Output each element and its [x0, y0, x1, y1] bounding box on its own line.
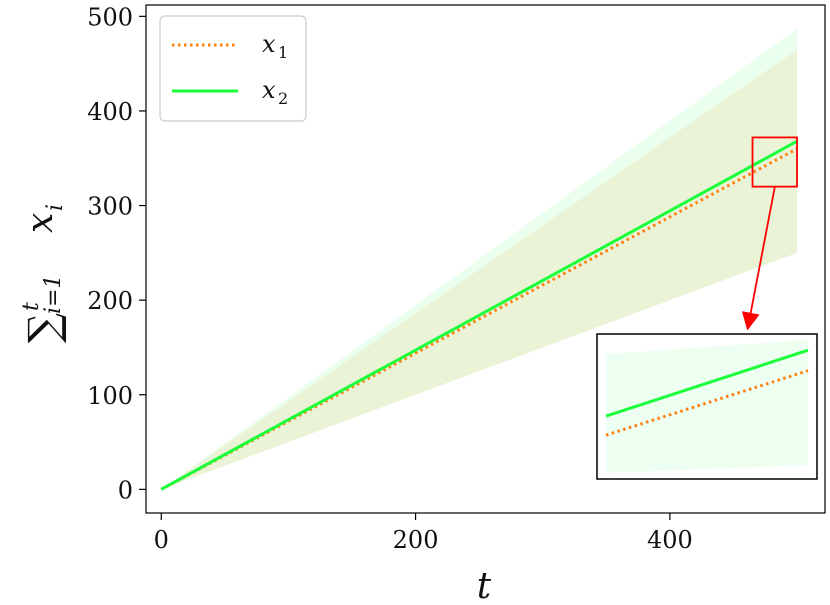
y-axis-label-upper: t [19, 302, 44, 311]
legend-label-x1-sub: 1 [278, 43, 288, 62]
y-axis-label-lower: i=1 [41, 275, 66, 314]
legend: x 1 x 2 [159, 15, 307, 122]
y-tick-label: 200 [87, 287, 133, 315]
legend-label-x2: x [262, 76, 276, 104]
inset-plot [605, 340, 809, 473]
y-tick-label: 300 [87, 193, 133, 221]
inset-frame [596, 333, 818, 480]
inset-line-series-2 [605, 348, 809, 418]
band-series-2 [161, 28, 798, 490]
y-tick-label: 100 [87, 382, 133, 410]
y-tick-label: 500 [87, 3, 133, 31]
band-series-1 [161, 49, 798, 490]
y-axis-label-var-sub: i [43, 204, 68, 211]
line-series-2 [160, 139, 798, 491]
zoom-arrow [741, 185, 776, 331]
y-axis-label-var: x [20, 213, 61, 233]
legend-label-x1: x [262, 30, 276, 58]
y-tick-label: 0 [118, 476, 133, 504]
confidence-bands [161, 28, 798, 490]
legend-label-x2-sub: 2 [278, 89, 288, 108]
inset-band [606, 340, 808, 473]
legend-box [159, 15, 307, 122]
x-tick-label: 400 [647, 526, 693, 554]
y-tick-label: 400 [87, 98, 133, 126]
x-axis-label: t [477, 566, 492, 605]
y-axis-ticks: 0 100 200 300 400 500 [87, 3, 146, 504]
plot-frame [145, 4, 826, 514]
x-axis-ticks: 0 200 400 [154, 513, 693, 554]
y-axis-label-sum: ∑ [19, 313, 68, 343]
x-tick-label: 200 [393, 526, 439, 554]
series-lines [160, 139, 798, 491]
y-axis-label: ∑ t i=1 x i [19, 204, 68, 343]
x-tick-label: 0 [154, 526, 169, 554]
